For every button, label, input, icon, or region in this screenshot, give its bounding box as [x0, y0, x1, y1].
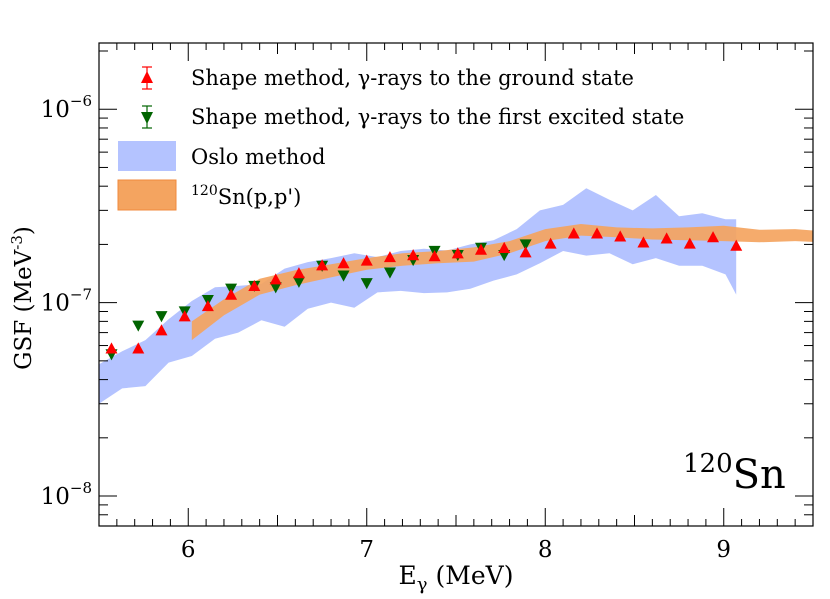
x-tick-label: 8 [538, 537, 553, 563]
point-ground-state [614, 230, 627, 242]
x-axis-title-sub: γ [417, 574, 428, 595]
point-first-excited [269, 282, 282, 294]
legend-label-excited: Shape method, γ-rays to the first excite… [191, 105, 684, 129]
legend-marker-excited [141, 105, 153, 129]
point-ground-state [428, 250, 441, 262]
point-ground-state [591, 227, 604, 239]
point-ground-state [383, 251, 396, 263]
point-ground-state [292, 267, 305, 279]
legend-label-ground: Shape method, γ-rays to the ground state [191, 66, 634, 90]
legend-marker-ground [141, 66, 153, 90]
legend-label-pp-sup: 120 [191, 183, 218, 199]
nucleus-annotation-text: Sn [733, 452, 786, 498]
point-ground-state [178, 310, 191, 322]
point-ground-state [269, 273, 282, 285]
band-oslo-method [99, 188, 737, 404]
point-ground-state [407, 249, 420, 261]
point-ground-state [360, 254, 373, 266]
y-tick-label: 10−6 [41, 92, 92, 123]
point-ground-state [201, 300, 214, 312]
point-ground-state [567, 227, 580, 239]
point-ground-state [316, 259, 329, 271]
legend-swatch-oslo [118, 141, 176, 171]
legend-swatch-pp [117, 179, 177, 211]
point-ground-state [105, 342, 118, 354]
y-axis-title-sup: -3 [8, 235, 26, 250]
nucleus-annotation-sup: 120 [683, 449, 733, 479]
x-axis-title-main: E [399, 561, 417, 590]
legend-label-pp-text: Sn(p,p') [218, 185, 302, 209]
point-ground-state [519, 246, 532, 258]
x-axis-title-unit: (MeV) [428, 561, 514, 590]
legend: Shape method, γ-rays to the ground state… [117, 66, 684, 211]
point-ground-state [451, 247, 464, 259]
x-tick-label: 7 [359, 537, 374, 563]
point-ground-state [248, 279, 261, 292]
point-first-excited [155, 311, 168, 323]
point-ground-state [730, 239, 743, 251]
legend-label-pp: 120Sn(p,p') [191, 183, 301, 209]
point-first-excited [292, 276, 305, 288]
point-ground-state [474, 243, 487, 255]
nucleus-annotation: 120Sn [683, 449, 786, 498]
plot-frame [98, 42, 814, 527]
point-first-excited [360, 278, 373, 290]
point-ground-state [337, 257, 350, 269]
point-ground-state [637, 236, 650, 248]
point-ground-state [155, 324, 168, 336]
point-ground-state [498, 241, 511, 253]
y-axis-title-close: ) [11, 226, 37, 235]
point-ground-state [132, 342, 145, 354]
y-tick-label: 10−7 [41, 286, 92, 317]
point-ground-state [660, 232, 673, 244]
point-ground-state [225, 288, 238, 300]
legend-label-oslo: Oslo method [191, 145, 325, 169]
x-tick-label: 9 [716, 537, 731, 563]
point-ground-state [544, 237, 557, 249]
x-axis-title: Eγ (MeV) [399, 561, 514, 595]
x-tick-label: 6 [181, 537, 196, 563]
point-ground-state [683, 237, 696, 249]
y-axis-title-main: GSF (MeV [11, 249, 37, 370]
point-first-excited [337, 270, 350, 282]
y-axis-title: GSF (MeV-3) [8, 226, 37, 370]
y-tick-label: 10−8 [41, 479, 92, 510]
point-first-excited [519, 239, 532, 251]
point-first-excited [383, 267, 396, 279]
point-first-excited [132, 320, 145, 332]
point-ground-state [707, 231, 720, 243]
